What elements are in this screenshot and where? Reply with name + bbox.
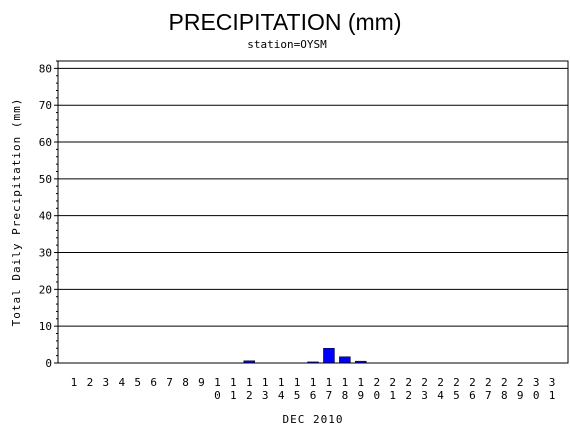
x-tick-label: 7 [166,376,173,389]
x-tick-label: 3 [103,376,110,389]
y-tick-label: 80 [39,62,52,75]
x-tick-label: 5 [134,376,141,389]
x-tick-label: 1 [71,376,78,389]
x-tick-label: 4 [118,376,125,389]
y-tick-label: 0 [45,357,52,370]
y-tick-label: 60 [39,136,52,149]
bars [243,348,367,364]
x-axis: 1 2 3 4 5 6 7 8 9 1 01 11 21 31 41 51 61 71 81 92 02 12 22 32 42… [71,376,556,402]
y-axis: 0 10 20 30 40 50 60 70 80 [39,60,58,370]
y-tick-label: 70 [39,99,52,112]
y-axis-label: Total Daily Precipitation (mm) [10,98,23,327]
grid-lines [58,67,568,327]
x-tick-label: 2 [87,376,94,389]
y-tick-label: 30 [39,247,52,260]
plot-frame [57,60,569,364]
y-tick-label: 10 [39,320,52,333]
y-tick-label: 20 [39,283,52,296]
x-axis-label: DEC 2010 [283,413,344,426]
y-tick-label: 50 [39,173,52,186]
bar-day-18 [339,356,351,364]
bar-day-17 [323,348,335,364]
y-tick-label: 40 [39,210,52,223]
chart-subtitle: station=OYSM [247,38,327,51]
x-tick-label: 8 [182,376,189,389]
x-tick-label: 6 [150,376,157,389]
x-tick-label: 9 [198,376,205,389]
chart-title: PRECIPITATION (mm) [169,9,402,35]
